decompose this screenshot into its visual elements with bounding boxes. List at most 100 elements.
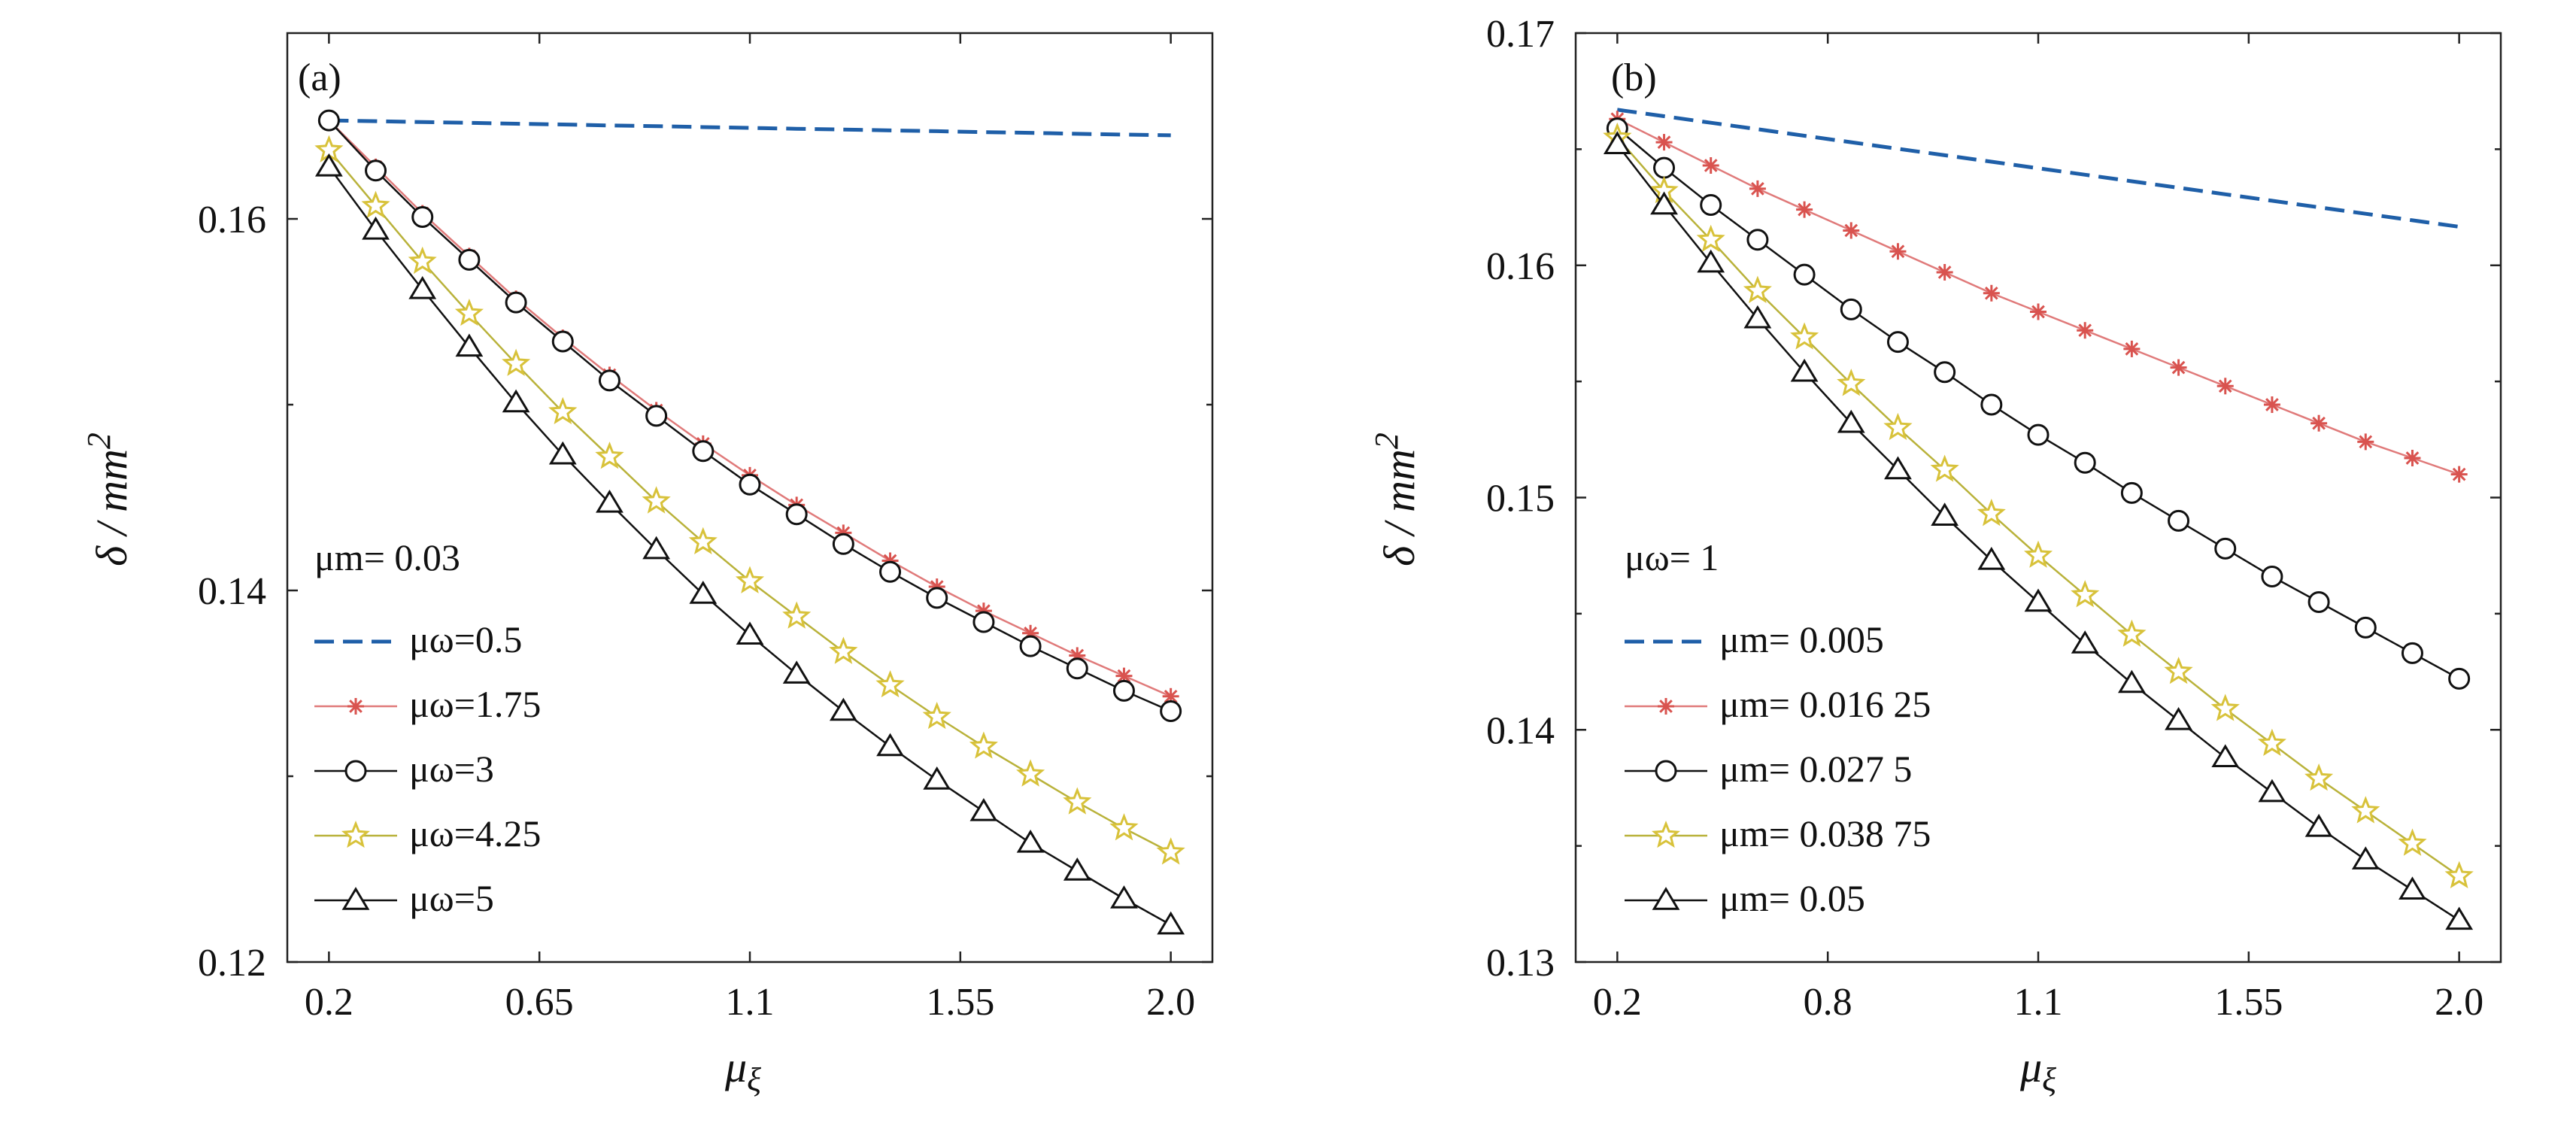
data-point: [1936, 264, 1953, 281]
data-point: [2027, 423, 2050, 446]
data-point: [2120, 481, 2143, 504]
data-point: [1980, 393, 2003, 416]
y-tick-label: 0.16: [1486, 245, 1555, 288]
data-point: [2165, 706, 2192, 730]
data-point: [455, 333, 484, 357]
data-point: [1889, 243, 1907, 260]
data-point: [1697, 249, 1725, 273]
data-point: [411, 206, 434, 229]
data-point: [739, 473, 761, 496]
data-point: [502, 348, 531, 376]
data-point: [2263, 396, 2280, 413]
data-point: [2404, 450, 2421, 467]
data-point: [1977, 546, 2006, 570]
data-point: [689, 581, 718, 604]
panel-label: (a): [298, 56, 341, 99]
data-point: [1843, 222, 1860, 239]
data-point: [2170, 359, 2187, 376]
data-point: [1837, 369, 1866, 396]
data-point: [2261, 565, 2283, 587]
data-point: [2351, 796, 2380, 824]
series-4: [1603, 131, 2474, 930]
data-point: [2448, 667, 2471, 690]
data-point: [926, 587, 948, 609]
data-point: [314, 153, 343, 177]
data-point: [454, 298, 484, 326]
y-tick-label: 0.17: [1486, 13, 1555, 56]
legend-title: μω= 1: [1625, 536, 1719, 578]
data-point: [365, 159, 387, 182]
data-point: [2164, 657, 2193, 684]
data-point: [1016, 759, 1045, 787]
data-point: [1977, 499, 2006, 527]
data-point: [645, 405, 668, 427]
data-point: [1655, 134, 1673, 151]
series-0: [329, 118, 1171, 138]
data-point: [1983, 284, 2000, 302]
legend-label: μω=4.25: [409, 812, 541, 854]
data-point: [2123, 340, 2141, 357]
data-point: [1743, 305, 1772, 329]
data-point: [922, 701, 951, 730]
data-point: [2071, 630, 2099, 654]
data-point: [879, 560, 902, 583]
data-point: [2211, 744, 2240, 768]
x-tick-label: 2.0: [1146, 981, 1195, 1024]
y-axis-label: δ / mm2: [80, 432, 136, 566]
data-point: [1016, 830, 1045, 853]
data-point: [1110, 885, 1138, 909]
series-line: [329, 118, 1171, 138]
legend-marker: [1652, 887, 1680, 910]
data-point: [1112, 679, 1135, 702]
data-point: [1883, 412, 1913, 441]
series-2: [317, 109, 1182, 723]
data-point: [2074, 451, 2096, 474]
data-point: [2210, 693, 2240, 721]
data-point: [502, 389, 530, 413]
data-point: [548, 396, 578, 425]
data-point: [2351, 846, 2380, 870]
legend-label: μω=5: [409, 877, 494, 919]
data-point: [2450, 466, 2468, 483]
panel-label: (b): [1611, 56, 1657, 99]
data-point: [1019, 635, 1042, 657]
data-point: [2168, 509, 2190, 532]
x-tick-label: 0.8: [1804, 981, 1852, 1024]
data-point: [551, 330, 574, 353]
chart-panel-b: (b) μω= 1 μm= 0.005 μm= 0.016 25 μm= 0.027…: [1368, 13, 2502, 1098]
legend-marker: [1655, 760, 1677, 782]
series-line: [328, 120, 1172, 697]
data-point: [1886, 331, 1909, 354]
y-tick-label: 0.14: [1486, 709, 1555, 752]
plot-frame: [1574, 32, 2502, 964]
data-point: [2071, 580, 2100, 608]
data-point: [2445, 906, 2474, 930]
data-point: [1793, 263, 1816, 286]
data-point: [692, 440, 715, 463]
legend-title: μm= 0.03: [314, 536, 460, 578]
data-point: [2077, 322, 2094, 339]
data-point: [2216, 378, 2234, 395]
y-tick-label: 0.14: [198, 570, 266, 613]
data-point: [1063, 857, 1091, 881]
data-point: [1749, 180, 1766, 197]
data-point: [1653, 156, 1676, 179]
series-line: [1616, 144, 2460, 921]
data-point: [598, 369, 620, 392]
data-point: [875, 669, 905, 698]
data-point: [2117, 619, 2147, 647]
x-tick-label: 2.0: [2435, 981, 2483, 1024]
x-axis-label: μξ: [724, 1043, 761, 1098]
x-tick-label: 1.55: [2214, 981, 2283, 1024]
series-1: [1609, 111, 2468, 483]
data-point: [969, 798, 998, 821]
series-4: [314, 153, 1185, 935]
data-point: [2023, 540, 2053, 568]
data-point: [969, 731, 998, 759]
data-point: [642, 486, 671, 514]
data-point: [2258, 778, 2286, 803]
data-point: [923, 766, 951, 790]
data-point: [548, 441, 577, 465]
data-point: [2117, 669, 2146, 693]
